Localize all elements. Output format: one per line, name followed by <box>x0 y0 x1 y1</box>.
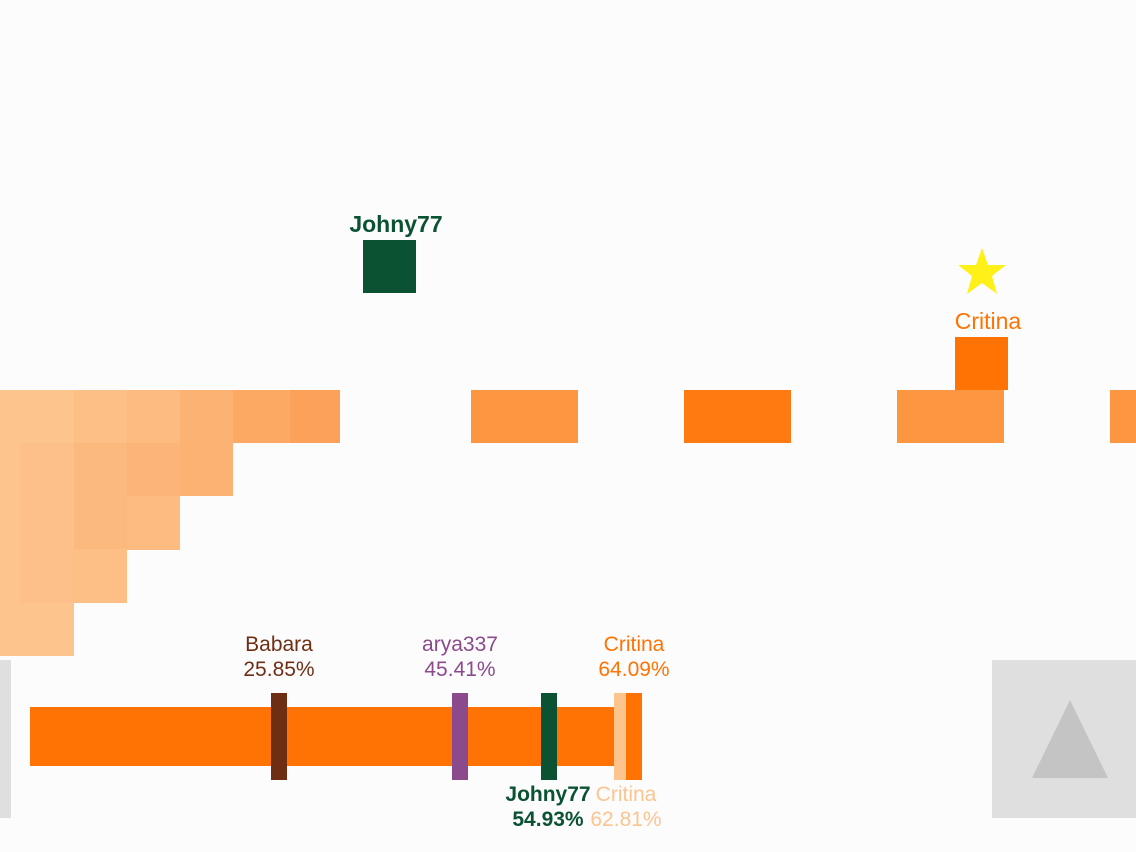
progress-track-fill <box>30 707 626 766</box>
player-percent: 64.09% <box>598 658 670 681</box>
platform-block <box>1110 390 1136 443</box>
progress-label-babara: Babara 25.85% <box>209 632 349 682</box>
player-name: Critina <box>603 633 665 656</box>
up-triangle-icon <box>1032 700 1108 778</box>
player-percent: 62.81% <box>590 808 662 831</box>
platform-block <box>471 390 578 443</box>
left-button[interactable] <box>0 660 11 818</box>
player-name: Critina <box>595 783 657 806</box>
progress-label-critina: Critina 64.09% <box>564 632 704 682</box>
player-name: Johny77 <box>505 783 591 806</box>
progress-marker-johny77 <box>541 693 557 780</box>
progress-label-arya337: arya337 45.41% <box>390 632 530 682</box>
platform-block <box>897 390 1004 443</box>
player-name: arya337 <box>422 633 498 656</box>
player-name-label: Critina <box>954 308 1022 334</box>
progress-label-johny77: Johny77 54.93% <box>478 782 618 832</box>
ground-block <box>290 390 340 443</box>
progress-marker-critina <box>626 693 642 780</box>
platform-block <box>684 390 791 443</box>
progress-marker-arya337 <box>452 693 468 780</box>
player-name: Babara <box>245 633 313 656</box>
star-icon <box>958 248 1006 294</box>
game-world: Johny77 Critina <box>0 211 1136 656</box>
player-avatar-block <box>955 337 1008 390</box>
player-percent: 45.41% <box>424 658 496 681</box>
player-percent: 25.85% <box>243 658 315 681</box>
ground-block <box>180 390 233 496</box>
ground-block <box>233 390 290 443</box>
jump-button[interactable] <box>992 660 1136 818</box>
player-name-label: Johny77 <box>349 211 443 237</box>
ground-block <box>127 443 180 496</box>
progress-label-critina-ghost: Critina 62.81% <box>556 782 696 832</box>
player-percent: 54.93% <box>512 808 584 831</box>
progress-marker-babara <box>271 693 287 780</box>
ground-block <box>20 443 74 603</box>
player-avatar-block <box>363 240 416 293</box>
ground-block <box>74 443 127 549</box>
